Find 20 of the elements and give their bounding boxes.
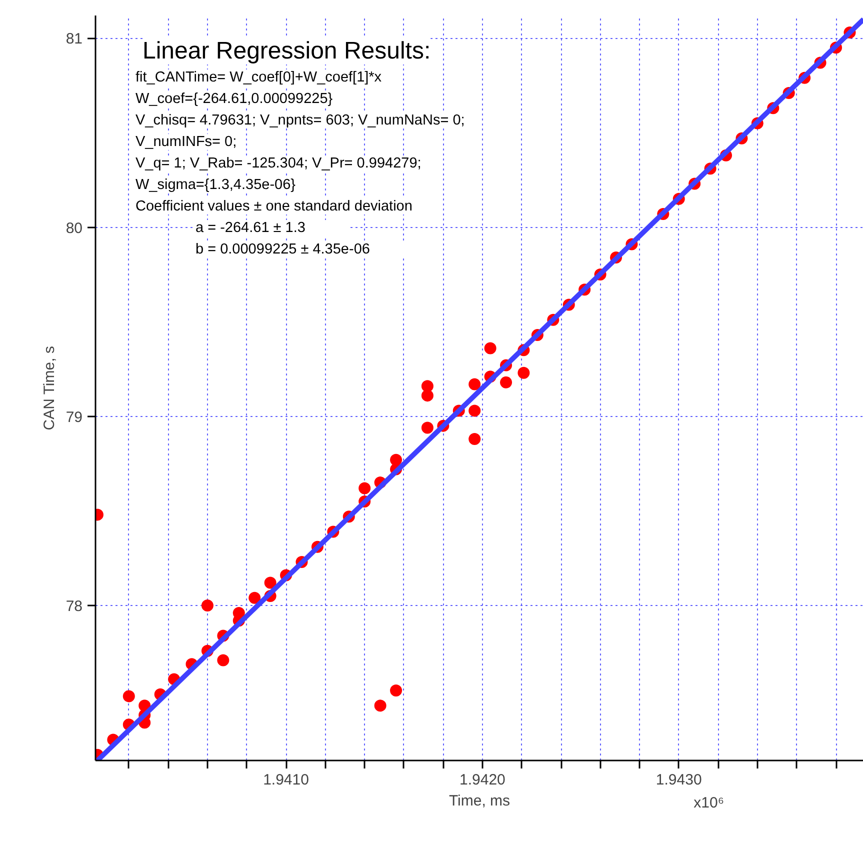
y-tick-label: 79 <box>66 408 83 426</box>
annotation: fit_CANTime= W_coef[0]+W_coef[1]*x <box>136 70 382 86</box>
annotation: Coefficient values ± one standard deviation <box>136 198 412 214</box>
annotation: V_chisq= 4.79631; V_npnts= 603; V_numNaNs= 0; <box>136 112 465 128</box>
x-tick-label: 1.9430 <box>656 772 702 788</box>
y-axis-title: CAN Time, s <box>40 346 58 430</box>
annotation: W_sigma={1.3,4.35e-06} <box>136 177 296 193</box>
annotation: b = 0.00099225 ± 4.35e-06 <box>196 242 370 258</box>
x-tick-label: 1.9410 <box>263 772 309 788</box>
annotation: a = -264.61 ± 1.3 <box>196 220 306 236</box>
y-tick-label: 80 <box>66 220 83 237</box>
annotation: V_q= 1; V_Rab= -125.304; V_Pr= 0.994279; <box>136 156 422 172</box>
annotation: Linear Regression Results: <box>142 38 431 64</box>
x-axis-title: Time, ms <box>448 792 510 810</box>
y-tick-label: 78 <box>66 598 83 615</box>
annotation: V_numINFs= 0; <box>136 134 237 150</box>
y-tick-label: 81 <box>66 30 83 48</box>
text: x10⁶ <box>694 794 724 812</box>
annotation: W_coef={-264.61,0.00099225} <box>136 91 333 107</box>
x-tick-label: 1.9420 <box>460 772 506 788</box>
